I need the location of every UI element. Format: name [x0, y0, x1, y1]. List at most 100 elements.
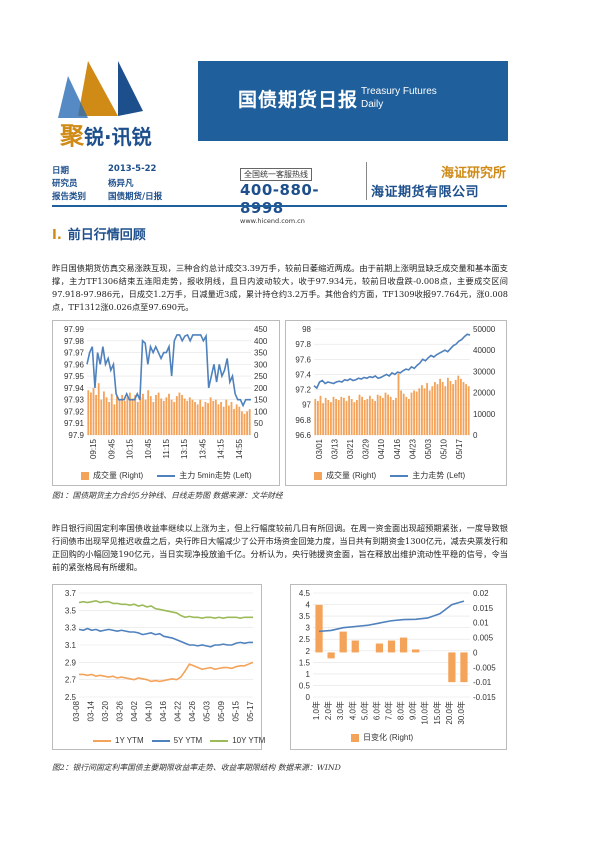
hotline-box: 全国统一客服热线 400-880-8998 www.hicend.com.cn — [240, 162, 358, 225]
y-tick-label: 3.5 — [65, 606, 77, 615]
institute-name: 海证研究所 — [440, 166, 506, 181]
x-tick-label: 1.0年 — [311, 701, 321, 720]
volume-bar — [389, 396, 392, 435]
volume-bar — [374, 401, 377, 435]
volume-bar — [322, 403, 325, 435]
volume-bar — [381, 397, 384, 435]
x-tick-label: 6.0年 — [371, 701, 381, 720]
volume-bar — [410, 392, 413, 435]
volume-bar — [246, 411, 249, 435]
volume-bar — [113, 404, 116, 435]
y-right-tick-label: 200 — [254, 384, 268, 393]
volume-bar — [157, 392, 160, 435]
y-left-tick-label: 97 — [302, 401, 311, 410]
volume-bar — [358, 394, 361, 435]
y-left-tick-label: 2.5 — [299, 635, 311, 644]
volume-bar — [353, 402, 356, 435]
sail-logo-icon — [58, 61, 143, 118]
volume-bar — [181, 394, 183, 435]
volume-bar — [340, 396, 343, 435]
volume-bar — [439, 378, 442, 435]
x-tick-label: 15.0年 — [432, 701, 442, 725]
legend-1y: 1Y YTM — [115, 736, 144, 745]
volume-bar — [123, 400, 126, 435]
change-bar — [387, 640, 396, 653]
y-left-tick-label: 97.99 — [64, 325, 85, 334]
y-right-tick-label: 0 — [473, 431, 478, 440]
volume-bar — [92, 387, 95, 435]
y-right-tick-label: 10000 — [473, 410, 496, 419]
volume-bar — [230, 402, 233, 435]
volume-bar — [441, 382, 444, 435]
volume-bar — [95, 394, 98, 435]
x-tick-label: 7.0年 — [384, 701, 394, 720]
volume-bar — [243, 413, 246, 435]
y-right-tick-label: 20000 — [473, 389, 496, 398]
volume-bar — [452, 384, 455, 435]
change-bar — [375, 643, 384, 653]
paragraph-2: 昨日银行间固定利率国债收益率继续以上涨为主，但上行幅度较前几日有所回调。在周一资… — [52, 523, 508, 572]
volume-bar — [345, 401, 348, 435]
volume-bar — [89, 392, 92, 435]
caption-2: 图2：银行间固定利率国债主要期限收益率走势、收益率期限结构 数据来源：WIND — [52, 763, 341, 772]
volume-bar — [446, 377, 449, 435]
volume-bar — [220, 402, 222, 435]
y-right-tick-label: -0.01 — [473, 678, 492, 687]
x-tick-label: 03/01 — [315, 438, 324, 459]
x-tick-label: 20.0年 — [444, 701, 454, 725]
volume-bar — [397, 373, 400, 435]
volume-bar — [129, 392, 131, 435]
x-tick-label: 8.0年 — [396, 701, 406, 720]
y-tick-label: 2.9 — [65, 658, 77, 667]
volume-bar — [449, 380, 452, 435]
x-tick-label: 10.0年 — [420, 701, 430, 725]
y-left-tick-label: 97.98 — [64, 337, 85, 346]
volume-bar — [222, 406, 225, 435]
volume-bar — [400, 390, 403, 435]
meta-row-category: 报告类别 国债期货/日报 — [52, 192, 163, 202]
volume-bar — [207, 403, 209, 435]
volume-bar — [363, 400, 366, 435]
volume-bar — [459, 378, 462, 435]
company-logo: 聚锐·讯锐 — [48, 56, 198, 150]
volume-bar — [191, 399, 194, 435]
change-bar — [315, 604, 323, 653]
hotline-number: 400-880-8998 — [240, 181, 320, 217]
report-title: 国债期货日报 — [238, 89, 359, 111]
volume-bar — [402, 393, 405, 435]
x-tick-label: 04-26 — [188, 700, 197, 721]
chart-ytm-legend: 1Y YTM 5Y YTM 10Y YTM — [93, 736, 265, 745]
price-line — [86, 333, 251, 408]
y-left-tick-label: 1 — [306, 670, 311, 679]
volume-bar — [428, 390, 431, 435]
chart-term-legend: 日变化 (Right) — [351, 732, 413, 743]
x-tick-label: 11:15 — [162, 438, 171, 458]
volume-bar — [118, 399, 121, 435]
volume-bar — [214, 399, 217, 435]
volume-bar — [110, 393, 113, 435]
x-tick-label: 03-08 — [72, 700, 81, 721]
volume-bar — [415, 391, 418, 435]
y-left-tick-label: 3 — [306, 624, 311, 633]
volume-bar — [319, 395, 322, 435]
volume-bar — [160, 398, 163, 435]
volume-bar — [233, 409, 235, 435]
x-tick-label: 14:55 — [235, 438, 244, 459]
y-left-tick-label: 97.97 — [64, 349, 85, 358]
volume-bar — [97, 383, 100, 435]
volume-bar — [332, 396, 335, 435]
volume-bar — [126, 397, 129, 435]
volume-bar — [144, 399, 147, 435]
volume-bar — [136, 402, 139, 435]
yield-curve-line — [318, 600, 465, 633]
y-right-tick-label: -0.005 — [473, 663, 496, 672]
caption-1: 图1：国债期货主力合约5分钟线、日线走势图 数据来源：文华财经 — [52, 491, 283, 500]
volume-bar — [131, 398, 134, 435]
volume-bar — [454, 379, 457, 435]
volume-bar — [355, 400, 358, 435]
y-right-tick-label: 0.01 — [473, 619, 489, 628]
report-header: 聚锐·讯锐 国债期货日报 Treasury Futures Daily — [48, 56, 508, 150]
website-link[interactable]: www.hicend.com.cn — [240, 217, 305, 225]
y-left-tick-label: 97.91 — [64, 419, 85, 428]
x-tick-label: 13:45 — [198, 438, 207, 459]
